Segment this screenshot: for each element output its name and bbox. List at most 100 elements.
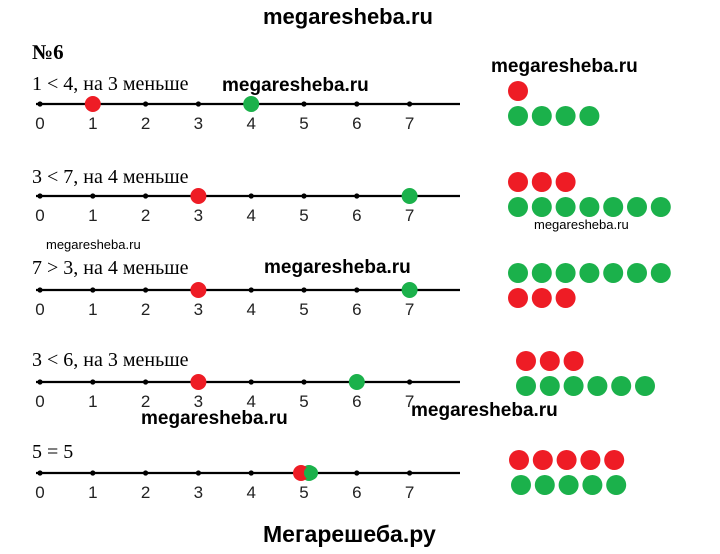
green-counter-dot [555, 263, 576, 283]
tick-mark [143, 379, 149, 385]
green-counter-dot [508, 263, 528, 283]
tick-label: 2 [141, 483, 150, 502]
watermark: megaresheba.ru [491, 56, 638, 77]
tick-label: 3 [194, 483, 203, 502]
tick-label: 1 [88, 206, 97, 225]
tick-label: 4 [246, 392, 255, 411]
red-counter-dot [516, 351, 536, 371]
red-counter-dot [531, 288, 552, 308]
tick-mark [248, 193, 254, 199]
red-marker [293, 465, 309, 481]
red-counter-dot [508, 81, 528, 101]
red-counter-dot [509, 450, 529, 470]
tick-label: 7 [405, 483, 414, 502]
tick-mark [301, 101, 307, 107]
dot-group-3 [508, 263, 671, 308]
green-counter-dot [650, 197, 671, 217]
tick-label: 5 [299, 483, 308, 502]
green-counter-dot [627, 263, 647, 283]
red-counter-dot [556, 450, 577, 470]
red-counter-dot [604, 450, 625, 470]
tick-label: 6 [352, 300, 361, 319]
tick-mark [301, 379, 307, 385]
green-counter-dot [531, 197, 552, 217]
tick-label: 7 [405, 114, 414, 133]
tick-mark [195, 101, 201, 107]
row-4-statement: 3 < 6, на 3 меньше [32, 349, 189, 371]
tick-mark [195, 470, 201, 476]
task-number: №6 [32, 40, 64, 64]
red-counter-dot [555, 288, 576, 308]
green-marker [401, 282, 418, 298]
tick-mark [301, 287, 307, 293]
watermark: megaresheba.ru [222, 75, 369, 96]
green-counter-dot [627, 197, 647, 217]
tick-label: 6 [352, 483, 361, 502]
green-counter-dot [508, 197, 528, 217]
row-1-statement: 1 < 4, на 3 меньше [32, 73, 189, 95]
green-marker-overlay [304, 466, 318, 480]
tick-mark [90, 470, 96, 476]
dot-groups-layer [508, 81, 671, 495]
tick-label: 7 [405, 392, 414, 411]
tick-mark [143, 101, 149, 107]
tick-label: 1 [88, 483, 97, 502]
tick-mark [143, 287, 149, 293]
green-counter-dot [511, 475, 531, 495]
dot-group-5 [509, 450, 627, 495]
tick-label: 2 [141, 392, 150, 411]
tick-mark [37, 193, 43, 199]
tick-label: 1 [88, 300, 97, 319]
tick-label: 3 [194, 114, 203, 133]
green-counter-dot [563, 376, 584, 396]
red-counter-dot [555, 172, 576, 192]
green-counter-dot [650, 263, 671, 283]
dot-group-1 [508, 81, 600, 126]
number-line-2: 0 1 2 3 4 5 6 7 [35, 188, 460, 225]
red-marker [190, 188, 207, 204]
red-counter-dot [531, 172, 552, 192]
row-3-statement: 7 > 3, на 4 меньше [32, 257, 189, 279]
tick-label: 5 [299, 300, 308, 319]
tick-mark [90, 193, 96, 199]
green-counter-dot [508, 106, 528, 126]
watermark: megaresheba.ru [411, 400, 558, 421]
green-counter-dot [534, 475, 555, 495]
dot-group-4 [516, 351, 655, 396]
tick-label: 3 [194, 206, 203, 225]
header-watermark: megaresheba.ru [263, 4, 433, 29]
red-counter-dot [532, 450, 553, 470]
green-marker [401, 188, 418, 204]
tick-label: 6 [352, 392, 361, 411]
tick-mark [37, 379, 43, 385]
tick-label: 4 [246, 300, 255, 319]
tick-mark [143, 470, 149, 476]
tick-label: 6 [352, 206, 361, 225]
tick-label: 0 [35, 206, 44, 225]
tick-label: 4 [246, 114, 255, 133]
red-marker [190, 374, 207, 390]
watermark: megaresheba.ru [46, 237, 141, 252]
tick-mark [248, 379, 254, 385]
tick-mark [354, 470, 360, 476]
tick-label: 2 [141, 206, 150, 225]
number-line-5: 0 1 2 3 4 5 6 7 [35, 465, 460, 502]
red-counter-dot [580, 450, 601, 470]
tick-mark [407, 379, 413, 385]
red-marker [84, 96, 101, 112]
tick-label: 2 [141, 114, 150, 133]
tick-mark [37, 287, 43, 293]
green-counter-dot [579, 106, 600, 126]
footer-watermark: Мегарешеба.ру [263, 521, 436, 547]
tick-mark [37, 101, 43, 107]
green-counter-dot [579, 263, 600, 283]
watermark: megaresheba.ru [141, 408, 288, 429]
green-counter-dot [582, 475, 603, 495]
tick-label: 1 [88, 114, 97, 133]
red-counter-dot [508, 172, 528, 192]
tick-mark [248, 287, 254, 293]
tick-label: 1 [88, 392, 97, 411]
tick-mark [354, 193, 360, 199]
green-counter-dot [531, 263, 552, 283]
